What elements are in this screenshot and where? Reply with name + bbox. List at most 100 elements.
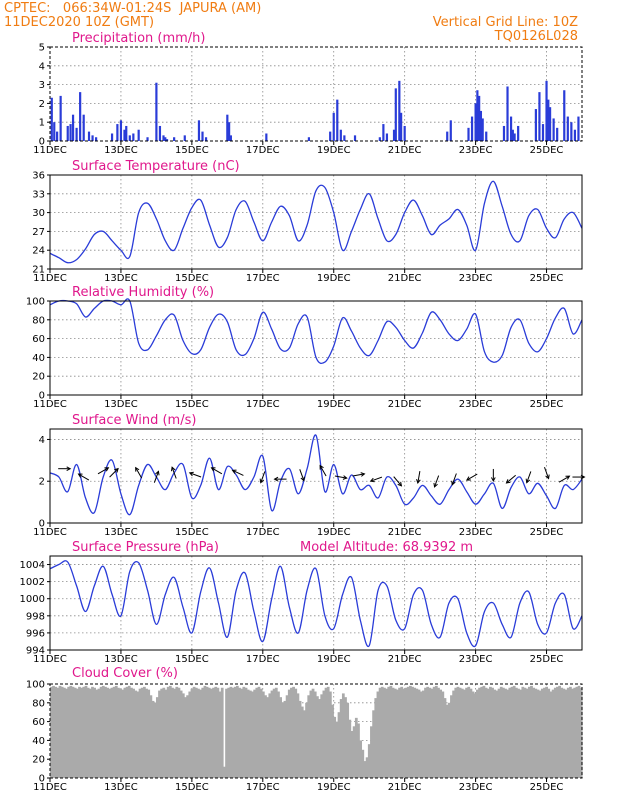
wind-arrow <box>369 476 383 483</box>
cloud-bar <box>281 702 285 778</box>
cloud-bar <box>521 686 525 778</box>
cloud-bar <box>547 688 551 778</box>
cloud-bar <box>439 689 443 778</box>
cloud-bar <box>190 688 194 778</box>
temperature-frame <box>49 174 583 270</box>
wind-arrow <box>490 468 496 482</box>
x-tick-label: 25DEC <box>530 399 564 410</box>
x-tick-label: 23DEC <box>459 273 493 284</box>
precip-bar <box>228 122 231 141</box>
humidity-frame <box>49 300 583 396</box>
precip-bar <box>204 137 208 141</box>
x-tick-label: 15DEC <box>175 654 209 665</box>
cloud-bar <box>573 687 577 778</box>
wind-arrow-head <box>77 473 83 478</box>
precip-bar <box>476 90 479 141</box>
cloud-bar <box>117 687 120 778</box>
cloud-bar <box>214 686 218 778</box>
precip-bar <box>534 109 537 141</box>
cloud-bar <box>328 691 332 778</box>
precip-bar <box>548 107 552 141</box>
cloud-bar <box>523 687 527 778</box>
x-tick-label: 13DEC <box>104 273 138 284</box>
wind-arrow <box>210 467 223 475</box>
precip-bar <box>69 124 72 141</box>
cloud-bar <box>484 687 488 778</box>
cloud-bar <box>177 687 181 778</box>
cloud-bar <box>235 685 239 778</box>
cloud-bar <box>181 693 185 778</box>
x-tick-label: 25DEC <box>530 654 564 665</box>
cloud-bar <box>538 690 542 778</box>
x-tick-label: 11DEC <box>33 273 67 284</box>
wind-arrow-head <box>360 472 366 477</box>
x-tick-label: 11DEC <box>33 145 67 156</box>
precip-bar <box>125 125 128 141</box>
wind-arrow <box>273 476 287 482</box>
cloud-bar <box>415 688 419 778</box>
wind-arrow <box>135 466 143 479</box>
cloud-bar <box>396 689 399 778</box>
cloud-bar <box>324 687 328 778</box>
precip-bar <box>556 127 559 141</box>
wind-arrow-shaft <box>189 472 202 478</box>
cloud-bar <box>73 687 77 778</box>
cloud-bar <box>320 694 324 778</box>
cloud-bar <box>233 686 237 778</box>
precip-bar <box>226 114 229 141</box>
x-tick-label: 11DEC <box>33 399 67 410</box>
cloud-bar <box>253 689 257 778</box>
precip-bar <box>87 131 91 141</box>
cloud-bar <box>491 687 494 778</box>
cloud-bar <box>142 686 146 778</box>
cloud-bar <box>296 693 300 778</box>
wind-arrow <box>505 474 516 484</box>
x-tick-label: 25DEC <box>530 145 564 156</box>
cloud-bar <box>545 686 548 778</box>
y-tick-label: 60 <box>32 717 45 728</box>
precip-bar <box>165 139 169 141</box>
cloud-bar <box>383 687 386 778</box>
precip-bar <box>502 125 506 141</box>
wind-arrow-head <box>231 469 237 474</box>
cloud-bar <box>140 687 144 778</box>
wind-arrow <box>572 474 586 480</box>
wind-arrow-shaft <box>97 467 109 475</box>
cloud-bar <box>380 686 384 778</box>
cloud-bar <box>316 696 319 778</box>
cloud-bar <box>486 688 490 778</box>
cloud-bar <box>543 687 546 778</box>
wind-title: Surface Wind (m/s) <box>72 413 196 428</box>
wind-arrow <box>558 475 571 483</box>
cloud-bar <box>95 689 99 778</box>
cloud-bar <box>110 687 114 778</box>
cloud-bar <box>510 686 514 778</box>
cloud-bar <box>333 716 337 778</box>
precip-bar <box>123 129 126 141</box>
cloud-bar <box>136 691 140 778</box>
cloud-bar <box>298 700 302 778</box>
humidity-title: Relative Humidity (%) <box>72 285 214 300</box>
cloud-bar <box>175 686 179 778</box>
cloud-bar <box>469 688 473 778</box>
cloud-bar <box>432 686 436 778</box>
header-code: TQ0126L028 <box>494 29 578 44</box>
x-tick-label: 17DEC <box>246 782 280 793</box>
cloud-bar <box>52 685 55 778</box>
cloud-bar <box>404 687 408 778</box>
precip-bar <box>474 103 477 141</box>
wind-arrow-head <box>490 477 496 482</box>
precip-bar <box>50 97 53 141</box>
cloud-bar <box>489 686 492 778</box>
cloud-bar <box>551 689 555 778</box>
precip-bar <box>552 118 555 141</box>
cloud-bar <box>391 687 395 778</box>
cloud-bar <box>158 690 161 778</box>
precip-bar <box>343 135 346 141</box>
cloud-bar <box>153 702 157 778</box>
wind-arrow-shaft <box>171 467 177 479</box>
cloud-bar <box>290 687 293 778</box>
x-tick-label: 25DEC <box>530 527 564 538</box>
wind-arrow <box>231 469 244 476</box>
x-tick-label: 15DEC <box>175 782 209 793</box>
